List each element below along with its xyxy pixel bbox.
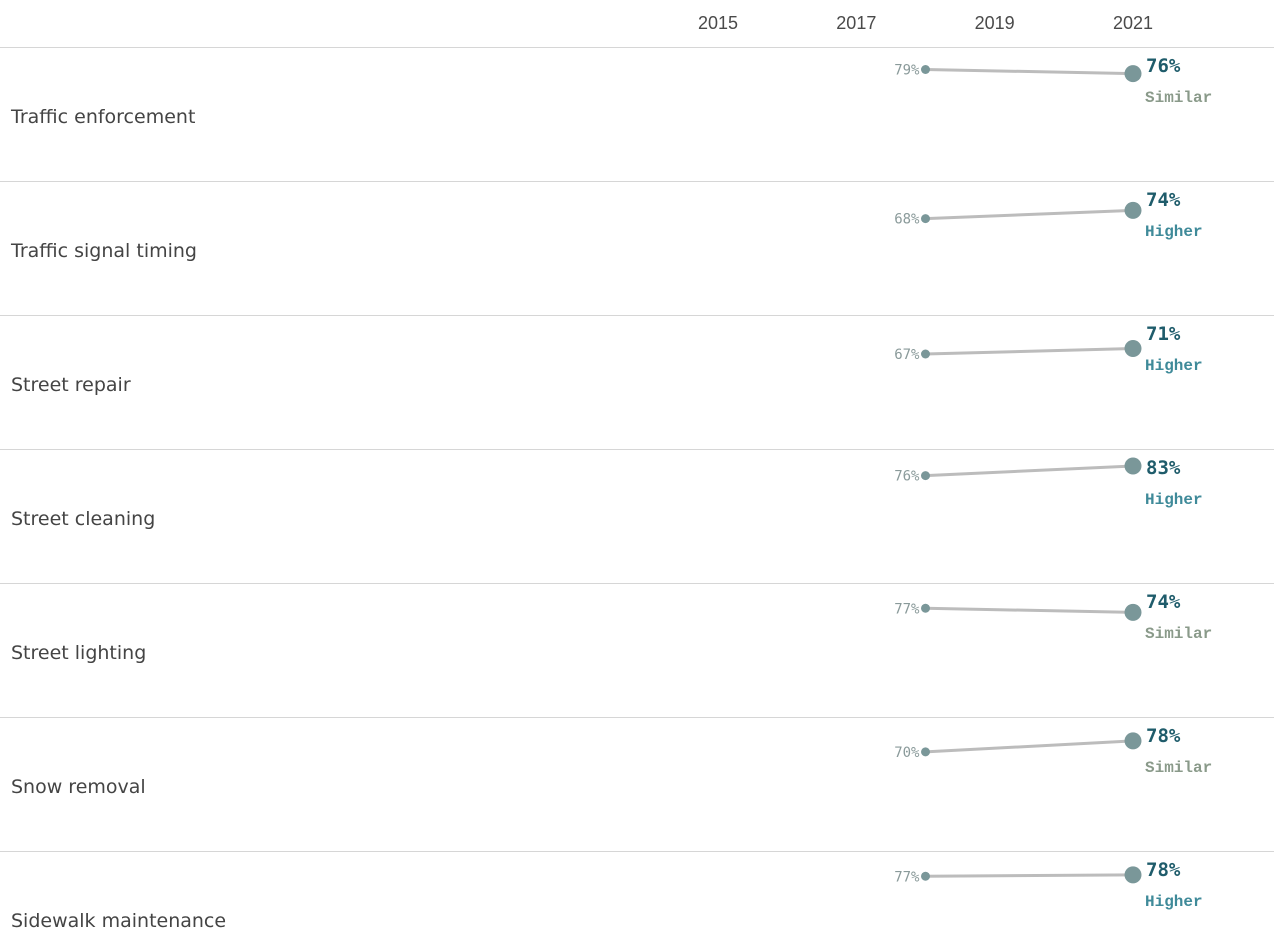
slope-line [925, 606, 1134, 614]
slope-line [925, 208, 1134, 221]
slope-line [925, 739, 1134, 754]
end-point [1124, 866, 1142, 884]
year-tick-label: 2017 [836, 13, 876, 33]
start-point [921, 65, 930, 74]
start-value-label: 76% [894, 469, 920, 485]
start-point [921, 747, 930, 757]
status-label: Higher [1145, 491, 1203, 509]
end-value-label: 74% [1146, 189, 1181, 211]
start-point [921, 471, 930, 481]
row-label: Traffic enforcement [10, 106, 195, 128]
status-label: Similar [1145, 759, 1212, 777]
start-point [921, 603, 930, 613]
status-label: Similar [1145, 625, 1212, 643]
row-label: Traffic signal timing [10, 240, 197, 262]
start-point [921, 871, 930, 881]
status-label: Higher [1145, 223, 1203, 241]
end-point [1124, 732, 1142, 750]
end-point [1124, 201, 1142, 219]
end-value-label: 78% [1146, 725, 1181, 747]
chart-row: Street repair 67% 71% Higher [0, 315, 1274, 396]
row-label: Sidewalk maintenance [11, 910, 226, 930]
end-value-label: 74% [1146, 591, 1181, 613]
start-value-label: 79% [894, 63, 920, 79]
end-value-label: 78% [1146, 859, 1181, 881]
status-label: Higher [1145, 893, 1203, 911]
row-label: Street cleaning [11, 508, 155, 530]
year-tick-label: 2019 [975, 13, 1015, 33]
year-tick-label: 2021 [1113, 13, 1153, 33]
slope-line [925, 873, 1134, 878]
slope-line [925, 347, 1134, 356]
start-point [921, 214, 930, 224]
end-value-label: 71% [1146, 323, 1181, 345]
status-label: Higher [1145, 357, 1203, 375]
chart-row: Snow removal 70% 78% Similar [0, 717, 1274, 798]
row-label: Snow removal [11, 776, 146, 798]
start-value-label: 77% [894, 601, 920, 617]
end-point [1124, 340, 1142, 357]
chart-row: Sidewalk maintenance 77% 78% Higher [0, 851, 1274, 930]
year-axis: 2015 2017 2019 2021 [698, 13, 1153, 33]
end-value-label: 76% [1146, 55, 1181, 77]
end-point [1124, 603, 1142, 621]
start-value-label: 70% [894, 745, 920, 761]
start-value-label: 77% [894, 869, 920, 885]
chart-row: Traffic signal timing 68% 74% Higher [0, 181, 1274, 262]
row-label: Street repair [11, 374, 131, 396]
chart-row: Street lighting 77% 74% Similar [0, 583, 1274, 664]
chart-row: Traffic enforcement 79% 76% Similar [0, 47, 1274, 128]
start-value-label: 67% [894, 347, 920, 363]
end-point [1124, 457, 1142, 475]
row-label: Street lighting [11, 642, 146, 664]
slope-line [925, 464, 1134, 478]
start-point [921, 349, 930, 359]
start-value-label: 68% [894, 212, 920, 228]
end-value-label: 83% [1146, 457, 1181, 479]
slope-line [925, 68, 1134, 76]
end-point [1124, 65, 1142, 83]
status-label: Similar [1145, 89, 1212, 107]
year-tick-label: 2015 [698, 13, 738, 33]
chart-row: Street cleaning 76% 83% Higher [0, 449, 1274, 530]
